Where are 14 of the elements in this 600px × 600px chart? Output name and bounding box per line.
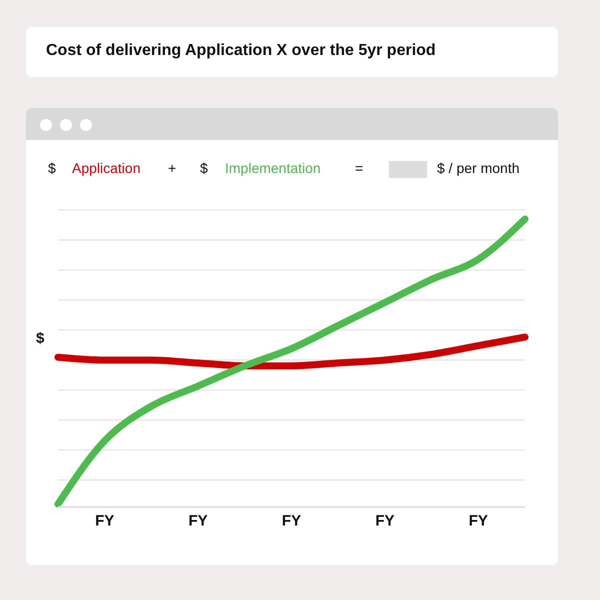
x-tick-label: FY: [282, 512, 302, 530]
chart-title: Cost of delivering Application X over the 5yr period: [46, 42, 436, 60]
text: $: [48, 160, 56, 176]
text: =: [355, 160, 364, 176]
y-axis-title: $: [36, 330, 44, 347]
text: Implementation: [225, 160, 321, 176]
text: Application: [72, 160, 140, 176]
x-tick-label: FY: [468, 512, 488, 530]
text: $ / per month: [437, 160, 520, 176]
x-tick-label: FY: [188, 512, 208, 530]
text: +: [168, 160, 176, 176]
x-tick-label: FY: [375, 512, 394, 530]
text: $: [200, 160, 208, 176]
x-tick-label: FY: [95, 512, 114, 530]
